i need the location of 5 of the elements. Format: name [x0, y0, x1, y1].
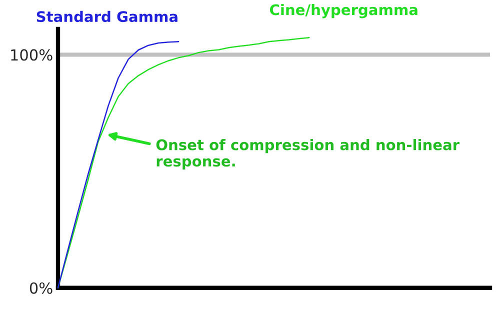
series-label: Standard Gamma — [36, 10, 178, 22]
annotation: Onset of compression and non-linear response. — [156, 139, 460, 170]
y-tick-label: 100% — [11, 49, 52, 61]
y-tick-label: 0% — [30, 282, 52, 294]
series-label: Cine/hypergamma — [270, 4, 418, 18]
